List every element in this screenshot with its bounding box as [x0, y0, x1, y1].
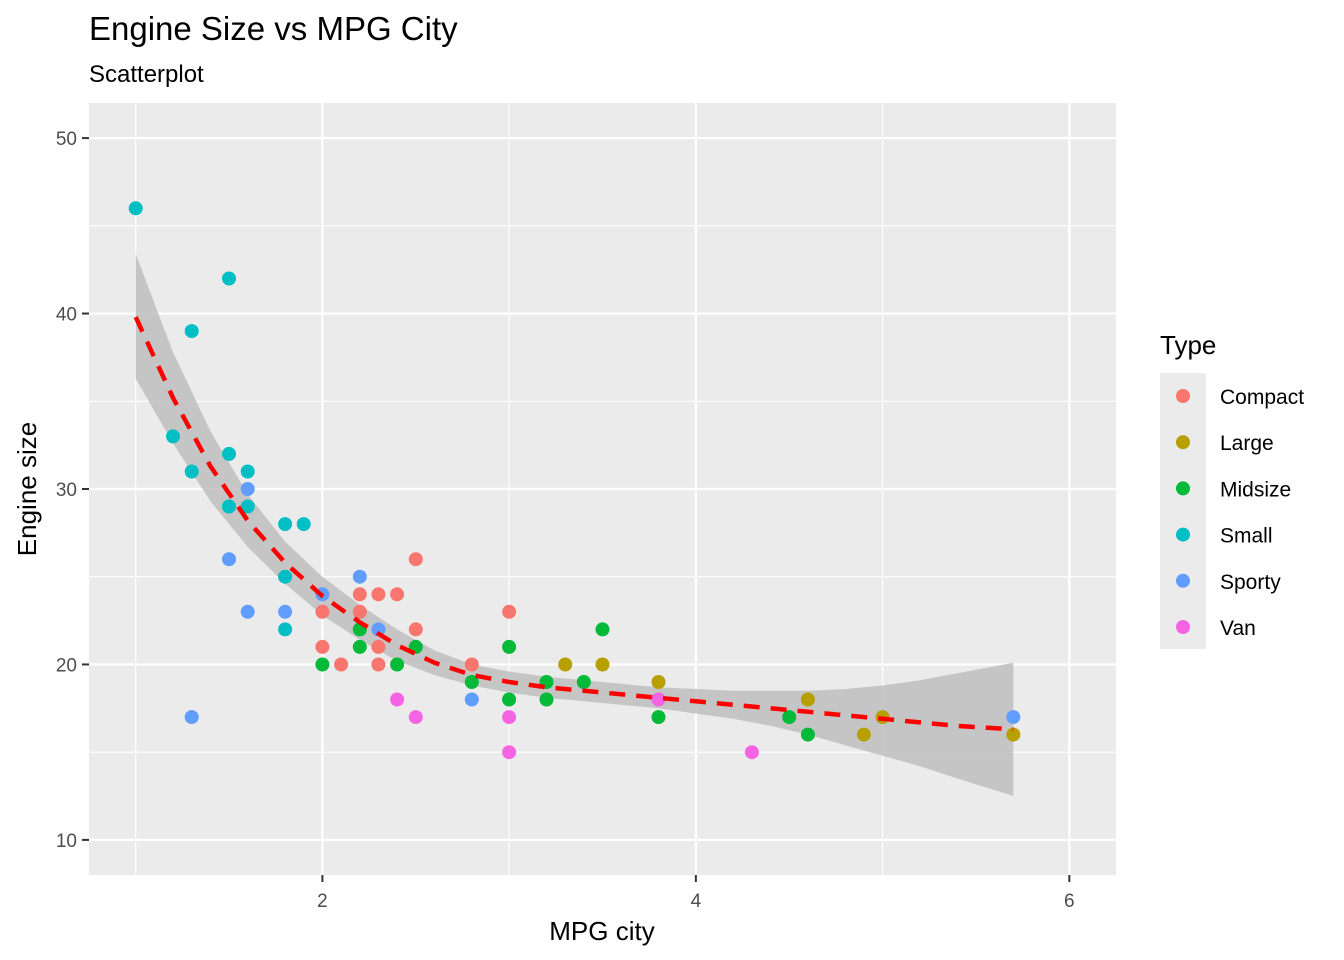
y-tick-label: 20 — [56, 655, 77, 676]
data-point-compact — [371, 657, 386, 672]
data-point-compact — [390, 587, 405, 602]
data-point-van — [651, 692, 666, 707]
y-tick-label: 30 — [56, 480, 77, 501]
data-point-van — [502, 710, 517, 725]
data-point-van — [744, 745, 759, 760]
data-point-large — [800, 692, 815, 707]
legend-key-van — [1176, 620, 1190, 634]
data-point-midsize — [352, 639, 367, 654]
data-point-large — [558, 657, 573, 672]
legend-key-background — [1160, 373, 1206, 649]
legend-key-small — [1176, 527, 1190, 542]
x-axis-title: MPG city — [549, 916, 654, 946]
y-axis-title: Engine size — [12, 422, 42, 556]
data-point-sporty — [464, 692, 479, 707]
chart-title: Engine Size vs MPG City — [89, 10, 458, 47]
data-point-midsize — [576, 675, 591, 689]
data-point-small — [166, 429, 180, 444]
data-point-midsize — [800, 727, 815, 742]
data-point-sporty — [184, 710, 199, 725]
data-point-midsize — [651, 710, 666, 725]
legend-label-compact: Compact — [1220, 386, 1304, 409]
y-tick-label: 10 — [56, 831, 77, 852]
y-tick-label: 40 — [56, 305, 77, 326]
data-point-large — [651, 675, 666, 689]
x-tick-label: 4 — [691, 891, 702, 912]
legend-label-midsize: Midsize — [1220, 478, 1291, 501]
legend-label-small: Small — [1220, 525, 1273, 548]
data-point-compact — [371, 587, 386, 602]
legend: Type Compact Large Midsize Small Sporty Van — [1160, 330, 1304, 649]
data-point-compact — [408, 622, 423, 637]
data-point-small — [278, 622, 293, 637]
data-point-van — [390, 692, 405, 707]
legend-title: Type — [1160, 330, 1216, 360]
data-point-midsize — [464, 675, 479, 689]
data-point-midsize — [315, 657, 330, 672]
smooth-trend-line — [133, 316, 1014, 732]
data-point-small — [240, 499, 255, 514]
data-point-midsize — [595, 622, 610, 637]
confidence-band — [135, 253, 1014, 796]
data-point-compact — [334, 657, 349, 672]
data-point-midsize — [782, 710, 797, 725]
data-point-compact — [371, 639, 386, 654]
x-tick-label: 2 — [317, 891, 328, 912]
legend-label-sporty: Sporty — [1220, 571, 1281, 594]
legend-key-sporty — [1176, 573, 1190, 588]
data-point-sporty — [1006, 710, 1021, 725]
data-point-compact — [502, 604, 517, 619]
data-point-small — [296, 517, 311, 532]
data-point-van — [408, 710, 423, 725]
data-point-large — [1006, 727, 1021, 742]
legend-items: Compact Large Midsize Small Sporty Van — [1176, 386, 1304, 640]
data-point-compact — [352, 587, 367, 602]
data-point-sporty — [278, 604, 293, 619]
data-point-midsize — [539, 692, 554, 707]
data-point-van — [502, 745, 517, 760]
data-point-small — [128, 201, 143, 216]
legend-key-compact — [1176, 389, 1190, 403]
data-point-small — [278, 517, 293, 532]
data-point-sporty — [240, 482, 255, 496]
data-point-sporty — [352, 569, 367, 584]
data-point-compact — [408, 552, 423, 567]
smooth-line-layer — [133, 316, 1014, 732]
x-tick-label: 6 — [1064, 891, 1075, 912]
data-point-small — [278, 569, 293, 584]
data-point-small — [222, 499, 236, 514]
data-point-large — [856, 727, 871, 742]
data-point-midsize — [502, 639, 517, 654]
data-point-small — [240, 464, 255, 479]
tick-labels: 2 4 6 10 20 30 40 50 — [56, 129, 1075, 912]
y-tick-label: 50 — [56, 129, 77, 150]
data-point-compact — [464, 657, 479, 672]
data-point-compact — [315, 639, 330, 654]
data-point-midsize — [390, 657, 405, 672]
legend-label-large: Large — [1220, 432, 1274, 455]
data-point-small — [184, 324, 199, 339]
data-point-sporty — [371, 622, 386, 637]
data-point-compact — [315, 604, 330, 619]
axis-ticks — [82, 137, 1071, 882]
chart-subtitle: Scatterplot — [89, 61, 204, 88]
legend-key-large — [1176, 435, 1190, 450]
data-point-small — [222, 271, 236, 286]
major-gridlines — [89, 103, 1116, 875]
data-point-small — [222, 446, 236, 461]
legend-key-midsize — [1176, 481, 1190, 496]
data-point-compact — [352, 604, 367, 619]
data-point-large — [595, 657, 610, 672]
confidence-band-layer — [135, 253, 1014, 796]
data-point-sporty — [240, 604, 255, 619]
data-point-small — [184, 464, 199, 479]
data-point-midsize — [502, 692, 517, 707]
points-layer — [128, 201, 1021, 760]
legend-label-van: Van — [1220, 617, 1256, 640]
data-point-sporty — [222, 552, 236, 567]
